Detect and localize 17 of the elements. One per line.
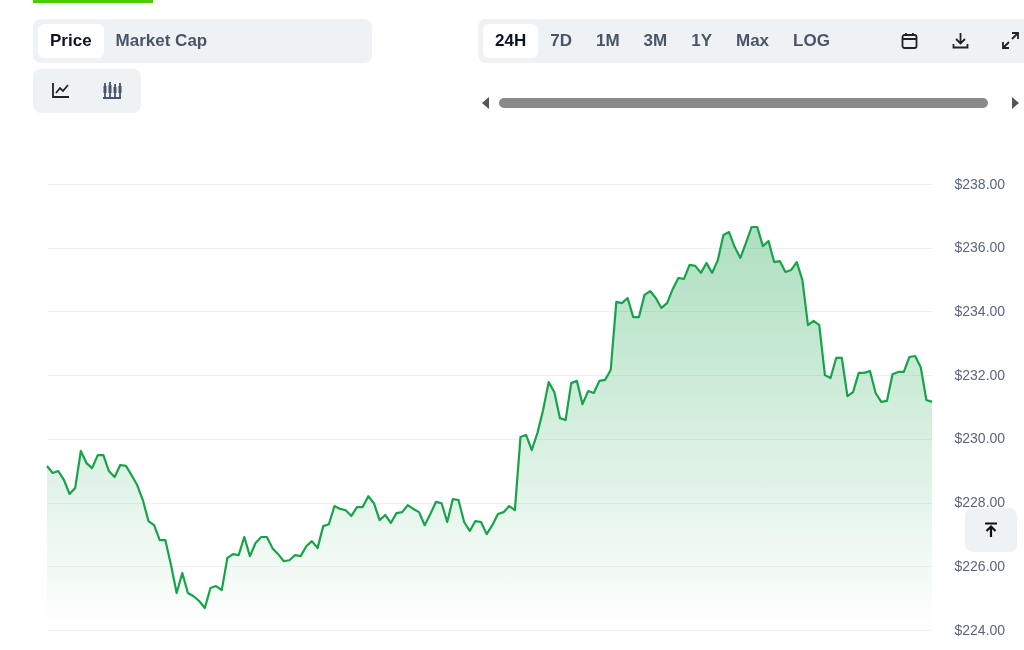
y-tick-label: $230.00 [954,430,1006,447]
text: 7D [549,30,573,52]
text: 1M [594,30,621,52]
text: Max [734,30,771,52]
y-tick-label: $234.00 [954,302,1006,319]
y-tick-label: $238.00 [954,175,1006,192]
y-tick-label: $236.00 [954,239,1006,256]
y-tick-label: $228.00 [954,494,1006,511]
text: 3M [642,30,669,52]
y-tick-label: $226.00 [954,557,1006,574]
text: Market Cap [114,30,209,52]
text: 1Y [690,30,713,52]
text: 24H [483,24,539,58]
text: LOG [792,30,831,52]
y-tick-label: $224.00 [954,621,1006,638]
y-tick-label: $232.00 [954,366,1006,383]
text: Price [38,24,104,58]
